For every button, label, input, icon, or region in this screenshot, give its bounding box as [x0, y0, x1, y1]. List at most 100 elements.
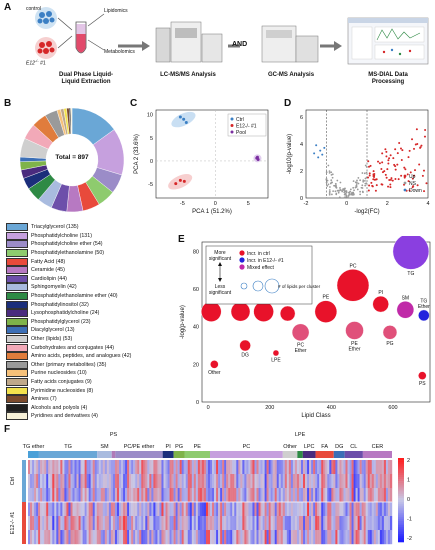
heatmap-cell — [98, 488, 101, 503]
heatmap-cell — [230, 460, 233, 475]
heatmap-cell — [64, 488, 67, 503]
volcano-ytick: 6 — [300, 115, 303, 121]
heatmap-cell — [68, 530, 71, 545]
heatmap-cell — [357, 502, 360, 517]
heatmap-cell — [298, 516, 302, 531]
heatmap-cell — [317, 488, 320, 503]
volcano-legend-label: Up — [409, 174, 416, 180]
heatmap-cell — [163, 530, 166, 545]
volcano-point-ns — [364, 177, 367, 180]
heatmap-cell — [163, 516, 166, 531]
volcano-point-up — [384, 173, 387, 176]
legend-swatch — [6, 369, 28, 378]
heatmap-cell — [349, 474, 352, 489]
heatmap-cell — [284, 502, 288, 517]
color-scale-step — [398, 460, 404, 463]
heatmap-cell — [214, 516, 217, 531]
heatmap-cell — [159, 516, 162, 531]
bubble-label: Other — [208, 370, 221, 376]
volcano-point-up — [414, 169, 417, 172]
heatmap-cell — [185, 460, 188, 475]
volcano-point-ns — [352, 186, 355, 189]
heatmap-cell — [38, 516, 41, 531]
heatmap-cell — [159, 502, 162, 517]
bubble-point — [201, 301, 222, 322]
heatmap-cell — [46, 460, 49, 475]
heatmap-cell — [104, 530, 108, 545]
heatmap-cell — [72, 460, 75, 475]
heatmap-cell — [149, 530, 152, 545]
heatmap-cell — [34, 460, 37, 475]
heatmap-cell — [88, 516, 91, 531]
heatmap-cell — [296, 474, 300, 489]
heatmap-cell — [108, 474, 112, 489]
heatmap-cell — [264, 460, 267, 475]
heatmap-cell — [141, 488, 144, 503]
volcano-point-up — [420, 144, 423, 147]
heatmap-cell — [333, 516, 336, 531]
heatmap-cell — [286, 516, 290, 531]
color-scale-step — [398, 531, 404, 534]
heatmap-cell — [303, 460, 306, 475]
legend-item: Pyridines and derivatives (4) — [6, 412, 131, 421]
legend-label: Phosphatidylethanolamine (50) — [31, 250, 105, 257]
group-band — [362, 451, 392, 458]
pca-ytick: 0 — [150, 159, 153, 165]
color-scale-step — [398, 533, 404, 536]
heatmap-cell — [250, 460, 253, 475]
heatmap-cell — [131, 460, 134, 475]
heatmap-cell — [365, 502, 368, 517]
heatmap-cell — [54, 488, 57, 503]
bubble-point — [345, 321, 364, 340]
heatmap-cell — [48, 516, 51, 531]
heatmap-cell — [339, 488, 342, 503]
volcano-point-up — [396, 152, 399, 155]
heatmap-cell — [230, 530, 233, 545]
heatmap-cell — [193, 460, 197, 475]
volcano-point-ns — [327, 183, 330, 186]
heatmap-cell — [377, 488, 381, 503]
legend-label: Alcohols and polyols (4) — [31, 404, 88, 411]
volcano-point-ns — [328, 190, 331, 193]
donut-total-label: Total = 897 — [55, 154, 89, 161]
heatmap-cell — [387, 516, 391, 531]
volcano-ytick: 0 — [300, 196, 303, 202]
heatmap-cell — [143, 460, 146, 475]
heatmap-cell — [355, 516, 358, 531]
heatmap-cell — [369, 516, 372, 531]
heatmap-cell — [207, 502, 211, 517]
heatmap-cell — [254, 474, 257, 489]
color-scale-step — [398, 535, 404, 539]
heatmap-cell — [102, 460, 106, 475]
heatmap-cell — [262, 502, 265, 517]
heatmap-cell — [139, 474, 142, 489]
heatmap-cell — [207, 488, 211, 503]
heatmap-cell — [88, 502, 91, 517]
heatmap-cell — [30, 474, 33, 489]
heatmap-cell — [222, 502, 225, 517]
heatmap-cell — [28, 460, 31, 475]
heatmap-cell — [260, 474, 263, 489]
heatmap-cell — [234, 530, 237, 545]
volcano-point-ns — [364, 182, 367, 185]
volcano-point-up — [425, 182, 428, 185]
heatmap-cell — [183, 488, 186, 503]
panel-f-letter: F — [4, 424, 11, 435]
heatmap-cell — [68, 460, 71, 475]
volcano-point-ns — [349, 188, 352, 191]
heatmap-cell — [357, 460, 360, 475]
volcano-point-ns — [334, 182, 337, 185]
heatmap-cell — [139, 488, 142, 503]
heatmap-cell — [119, 530, 122, 545]
heatmap-cell — [68, 516, 71, 531]
heatmap-cell — [38, 474, 41, 489]
color-scale-label: 1 — [407, 478, 410, 484]
heatmap-cell — [256, 530, 259, 545]
volcano-legend-label: Down — [409, 188, 422, 194]
heatmap-cell — [240, 488, 243, 503]
volcano-point-down — [319, 149, 322, 152]
heatmap-cell — [201, 488, 205, 503]
heatmap-cell — [214, 460, 217, 475]
heatmap-cell — [116, 488, 120, 503]
volcano-point-ns — [328, 170, 331, 173]
